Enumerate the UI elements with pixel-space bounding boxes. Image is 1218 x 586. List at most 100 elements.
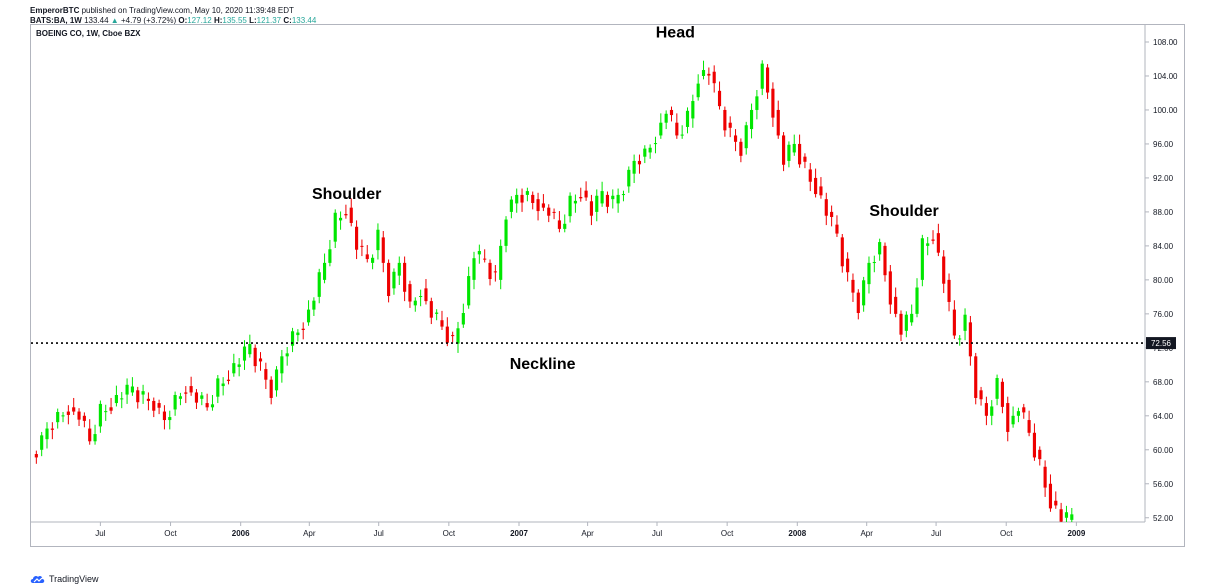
symbol-label: BOEING CO, 1W, Cboe BZX (36, 29, 141, 38)
candle-body (312, 300, 316, 310)
candle-body (322, 262, 327, 280)
candle-body (440, 320, 444, 327)
candle-body (803, 156, 807, 162)
candle-body (333, 212, 337, 242)
candle-body (856, 292, 860, 314)
candle-body (253, 347, 257, 367)
candle-body (787, 144, 791, 161)
price-tick-label: 60.00 (1153, 446, 1174, 455)
tradingview-brand: TradingView (49, 574, 99, 584)
candle-body (162, 411, 167, 421)
candle-body (659, 122, 663, 136)
author-name[interactable]: EmperorBTC (30, 6, 80, 15)
price-tick-label: 68.00 (1153, 378, 1174, 387)
candle-body (830, 211, 834, 218)
candle-body (317, 272, 321, 297)
candle-body (98, 403, 102, 427)
candle-body (109, 407, 113, 411)
candle-body (306, 309, 311, 323)
candle-body (504, 219, 508, 246)
candle-body (130, 386, 134, 393)
candle-body (520, 194, 524, 203)
candle-body (872, 262, 876, 264)
candle-body (878, 242, 882, 255)
candle-body (723, 109, 727, 131)
candle-body (915, 287, 919, 314)
candle-body (664, 113, 668, 123)
candle-body (611, 195, 615, 200)
close-value: 133.44 (291, 16, 317, 25)
candle-body (258, 358, 263, 362)
candle-body (451, 335, 455, 337)
candle-body (146, 398, 150, 401)
candle-body (824, 199, 828, 216)
candle-body (782, 135, 786, 165)
candle-body (669, 109, 674, 116)
candle-body (264, 369, 268, 380)
candle-body (819, 186, 823, 196)
candle-body (643, 148, 647, 157)
candle-body (557, 220, 561, 229)
candle-body (456, 328, 460, 344)
candle-body (72, 407, 76, 412)
candle-body (226, 379, 231, 381)
time-tick-label: 2009 (1067, 529, 1085, 538)
candle-body (114, 394, 118, 404)
candle-body (749, 109, 754, 130)
candle-body (568, 195, 572, 217)
price-tick-label: 104.00 (1153, 72, 1178, 81)
candle-body (1006, 403, 1010, 432)
last-price: 133.44 (84, 16, 109, 25)
candle-body (237, 364, 241, 367)
candle-body (595, 195, 599, 212)
candle-body (141, 391, 145, 395)
candle-body (755, 96, 759, 110)
candle-body (760, 63, 764, 89)
candle-body (653, 143, 658, 145)
candle-body (178, 396, 183, 399)
price-tick-label: 80.00 (1153, 276, 1174, 285)
candle-body (205, 403, 209, 408)
price-tick-label: 100.00 (1153, 106, 1178, 115)
candle-body (680, 134, 684, 136)
candle-body (168, 417, 172, 421)
candle-body (942, 256, 946, 284)
candle-body (952, 309, 956, 336)
candle-body (990, 406, 994, 416)
time-tick-label: 2006 (232, 529, 250, 538)
candle-body (232, 363, 236, 374)
candle-body (851, 279, 855, 293)
candle-body (899, 313, 903, 335)
candle-body (104, 411, 108, 413)
candle-body (904, 314, 908, 331)
price-tag-label: 72.56 (1151, 339, 1172, 348)
time-tick-label: Apr (860, 529, 873, 538)
candle-body (397, 262, 401, 276)
candle-body (947, 279, 951, 302)
candle-body (984, 403, 988, 416)
candle-body (392, 271, 396, 289)
candle-body (547, 207, 551, 216)
low-value: 121.37 (256, 16, 282, 25)
candle-body (194, 392, 199, 403)
candle-body (600, 191, 604, 204)
price-tick-label: 84.00 (1153, 242, 1174, 251)
tradingview-footer[interactable]: TradingView (30, 574, 99, 584)
candle-body (120, 398, 124, 400)
price-tick-label: 56.00 (1153, 480, 1174, 489)
candle-body (157, 403, 161, 408)
candle-body (552, 211, 556, 213)
close-label: C: (283, 16, 292, 25)
candle-body (136, 390, 140, 403)
price-tick-label: 92.00 (1153, 174, 1174, 183)
time-tick-label: Oct (721, 529, 734, 538)
price-tick-label: 76.00 (1153, 310, 1174, 319)
candle-body (216, 378, 220, 397)
candle-body (1038, 449, 1042, 460)
candle-body (387, 262, 391, 297)
candle-body (541, 203, 545, 208)
chart-frame[interactable] (30, 24, 1185, 547)
candle-body (814, 177, 818, 195)
candle-body (344, 214, 348, 216)
